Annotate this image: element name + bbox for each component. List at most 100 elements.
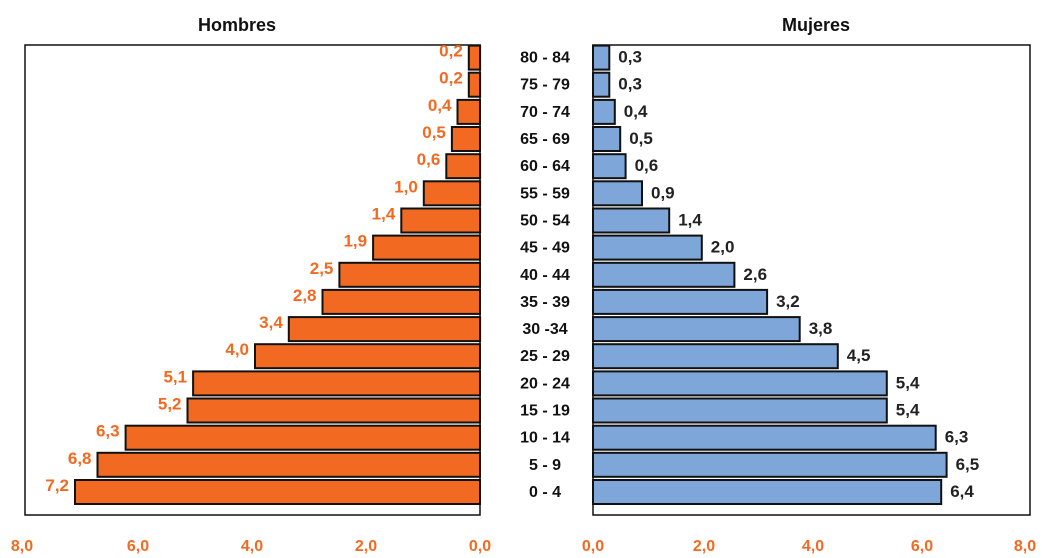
hombres-x-tick-label: 8,0: [11, 538, 33, 555]
age-group-label: 80 - 84: [520, 50, 570, 67]
mujeres-value-label: 6,5: [956, 455, 980, 474]
mujeres-value-label: 4,5: [847, 346, 871, 365]
hombres-bar: [338, 261, 481, 288]
mujeres-x-tick-label: 8,0: [1014, 538, 1036, 555]
hombres-bar: [467, 71, 482, 98]
age-group-label: 65 - 69: [520, 131, 570, 148]
age-group-label: 55 - 59: [520, 185, 570, 202]
hombres-bar: [254, 343, 481, 370]
hombres-bar: [287, 316, 482, 343]
hombres-bar: [321, 288, 481, 315]
age-group-label: 0 - 4: [529, 484, 561, 501]
hombres-x-tick-label: 4,0: [241, 538, 263, 555]
hombres-bar: [186, 397, 481, 424]
hombres-value-label: 6,8: [68, 449, 92, 468]
age-group-label: 40 - 44: [520, 267, 570, 284]
hombres-value-label: 2,8: [293, 286, 317, 305]
mujeres-bar: [592, 126, 622, 152]
mujeres-bar: [592, 98, 616, 125]
mujeres-value-label: 0,3: [618, 75, 642, 94]
age-group-label: 45 - 49: [520, 240, 570, 257]
mujeres-value-label: 3,2: [776, 292, 800, 311]
mujeres-bar: [592, 397, 888, 424]
age-group-label: 5 - 9: [529, 457, 561, 474]
hombres-value-label: 0,2: [439, 42, 463, 61]
age-group-label: 70 - 74: [520, 104, 570, 121]
hombres-bar: [456, 98, 481, 125]
hombres-bar: [96, 451, 481, 478]
age-group-label: 75 - 79: [520, 77, 570, 94]
hombres-value-label: 5,1: [163, 367, 187, 386]
hombres-value-label: 7,2: [45, 476, 69, 495]
mujeres-bar: [592, 207, 671, 234]
mujeres-x-ticks: 0,0 2,0 4,0 6,0 8,0: [582, 538, 1036, 555]
mujeres-bar: [592, 153, 627, 180]
mujeres-bar: [592, 180, 643, 207]
mujeres-bar: [592, 261, 736, 288]
hombres-bars: [74, 44, 482, 505]
mujeres-bar: [592, 370, 888, 397]
hombres-value-label: 5,2: [158, 395, 182, 414]
mujeres-value-label: 0,6: [635, 156, 659, 175]
age-group-label: 25 - 29: [520, 348, 570, 365]
hombres-bar: [372, 234, 482, 261]
hombres-x-ticks: 8,0 6,0 4,0 2,0 0,0: [11, 538, 491, 555]
hombres-panel-title: Hombres: [198, 15, 276, 35]
hombres-bar: [124, 424, 481, 451]
hombres-x-tick-label: 0,0: [469, 538, 491, 555]
mujeres-value-label: 6,3: [945, 428, 969, 447]
mujeres-bar: [592, 451, 948, 478]
mujeres-value-label: 0,5: [629, 129, 653, 148]
hombres-value-label: 0,6: [417, 150, 441, 169]
hombres-value-label: 2,5: [310, 259, 334, 278]
age-group-label: 60 - 64: [520, 158, 570, 175]
age-group-label: 35 - 39: [520, 294, 570, 311]
hombres-bar: [192, 370, 481, 397]
mujeres-value-label: 6,4: [950, 482, 974, 501]
mujeres-bar: [592, 71, 611, 98]
mujeres-panel-title: Mujeres: [782, 15, 850, 35]
mujeres-x-tick-label: 0,0: [582, 538, 604, 555]
mujeres-bar: [592, 343, 839, 370]
mujeres-value-label: 1,4: [678, 211, 702, 230]
hombres-value-label: 1,4: [372, 205, 396, 224]
mujeres-bar: [592, 479, 943, 505]
hombres-value-labels: 0,2 0,2 0,4 0,5 0,6 1,0 1,4 1,9 2,5 2,8 3,4 4,0 5,1 5…: [45, 42, 462, 495]
mujeres-bar: [592, 44, 611, 71]
hombres-x-tick-label: 2,0: [355, 538, 377, 555]
hombres-bar: [74, 479, 481, 505]
mujeres-value-labels: 0,3 0,3 0,4 0,5 0,6 0,91,4 2,0 2,6 3,2 3,8 4,5 5,4 5…: [618, 48, 979, 501]
age-group-label: 30 -34: [522, 321, 567, 338]
hombres-bar: [445, 153, 482, 180]
mujeres-value-label: 3,8: [809, 319, 833, 338]
mujeres-x-tick-label: 2,0: [693, 538, 715, 555]
mujeres-value-label: 5,4: [896, 373, 920, 392]
hombres-value-label: 6,3: [96, 422, 120, 441]
hombres-bar: [467, 44, 482, 71]
mujeres-value-label: 0,4: [624, 102, 648, 121]
mujeres-value-label: 2,0: [711, 238, 735, 257]
age-group-label: 20 - 24: [520, 375, 570, 392]
hombres-bar: [400, 207, 482, 234]
hombres-value-label: 1,0: [394, 177, 418, 196]
hombres-value-label: 4,0: [225, 340, 249, 359]
mujeres-value-label: 0,9: [651, 183, 675, 202]
hombres-value-label: 0,5: [422, 123, 446, 142]
mujeres-x-tick-label: 6,0: [911, 538, 933, 555]
hombres-x-tick-label: 6,0: [127, 538, 149, 555]
mujeres-x-tick-label: 4,0: [802, 538, 824, 555]
mujeres-bar: [592, 288, 769, 315]
age-group-label: 10 - 14: [520, 430, 570, 447]
hombres-value-label: 0,2: [439, 69, 463, 88]
mujeres-bar: [592, 316, 801, 343]
age-group-label: 50 - 54: [520, 213, 570, 230]
mujeres-bars: [592, 44, 948, 505]
hombres-bar: [450, 126, 481, 152]
age-group-labels: 80 - 84 75 - 79 70 - 74 65 - 69 60 - 64 55 - …: [520, 50, 570, 501]
hombres-bar: [422, 180, 482, 207]
hombres-value-label: 1,9: [343, 232, 367, 251]
age-group-label: 15 - 19: [520, 403, 570, 420]
mujeres-bar: [592, 234, 703, 261]
mujeres-bar: [592, 424, 937, 451]
